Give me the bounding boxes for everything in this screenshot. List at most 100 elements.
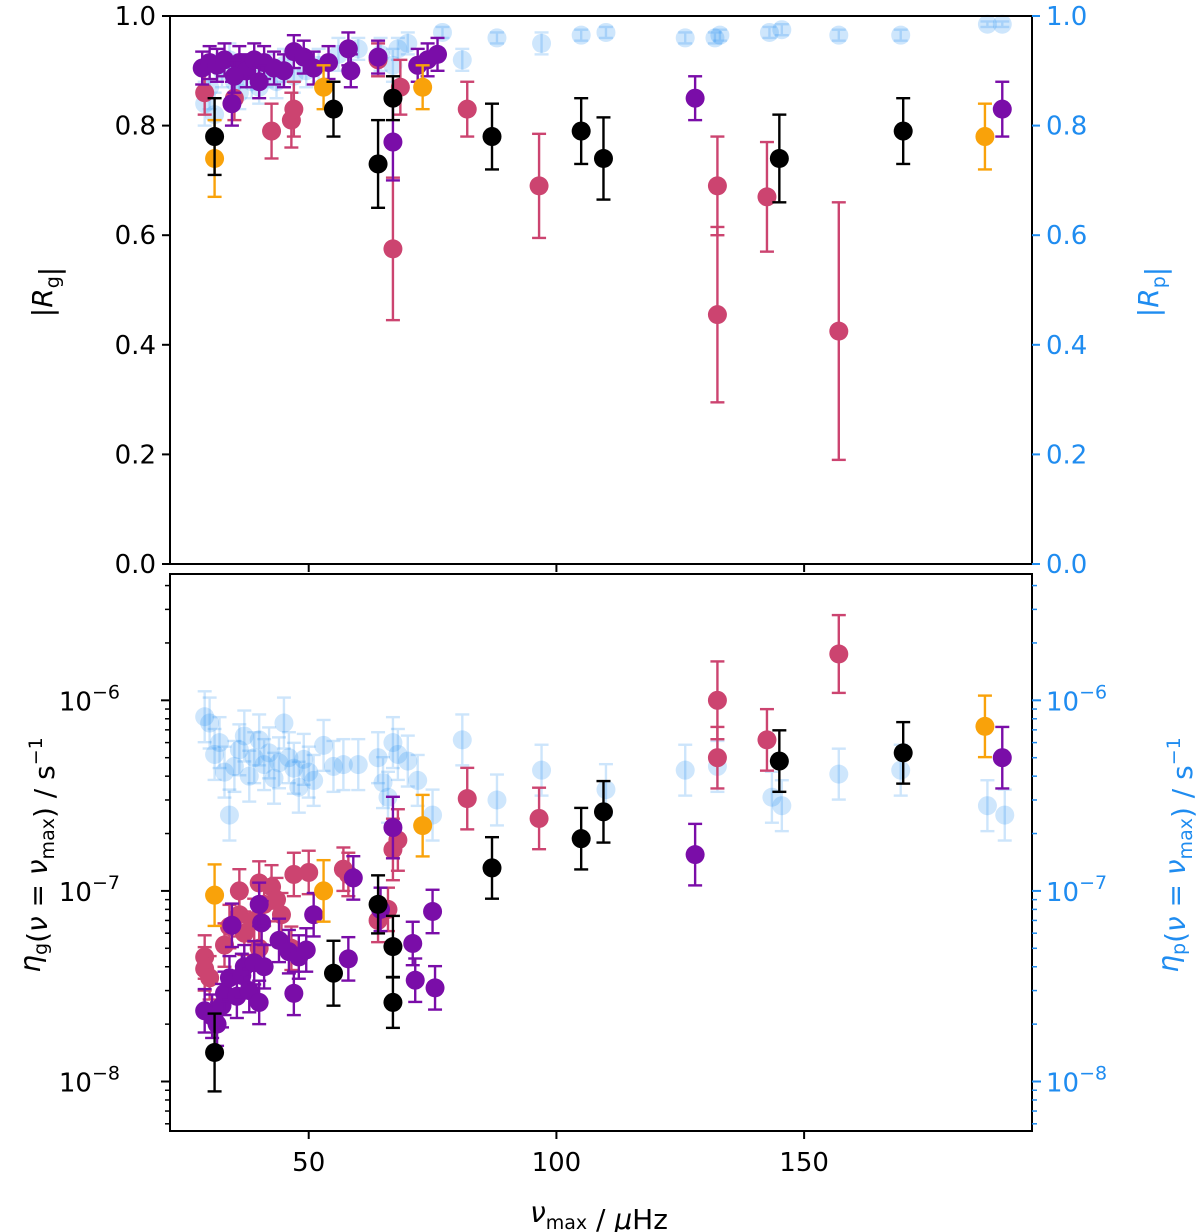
blue-data-point [596, 22, 616, 42]
purple-data-point [405, 970, 425, 990]
pink-data-point [529, 176, 549, 196]
blue-data-point [224, 756, 244, 776]
black-data-point [368, 154, 388, 174]
top-right-y-tick-label: 1.0 [1046, 2, 1087, 32]
blue-data-point [299, 762, 319, 782]
black-data-point [593, 802, 613, 822]
blue-errorbar [316, 718, 331, 773]
blue-data-point [205, 744, 225, 764]
blue-data-point [229, 740, 249, 760]
blue-errorbar [455, 47, 470, 73]
blue-errorbar [257, 737, 272, 792]
purple-data-point [249, 992, 269, 1012]
blue-data-point [532, 33, 552, 53]
blue-data-point [274, 713, 294, 733]
purple-data-point [343, 868, 363, 888]
top-left-y-tick-label: 0.8 [115, 112, 156, 142]
blue-data-point [992, 14, 1012, 34]
pink-data-point [200, 968, 220, 988]
blue-data-point [452, 50, 472, 70]
black-data-point [383, 992, 403, 1012]
blue-data-point [487, 28, 507, 48]
blue-data-point [219, 805, 239, 825]
blue-data-point [254, 755, 274, 775]
purple-data-point [341, 61, 361, 81]
blue-errorbar [207, 727, 222, 782]
blue-errorbar [707, 31, 722, 45]
blue-errorbar [351, 737, 366, 792]
black-data-point [383, 937, 403, 957]
blue-data-point [596, 780, 616, 800]
blue-data-point [977, 796, 997, 816]
blue-data-point [891, 760, 911, 780]
blue-data-point [398, 751, 418, 771]
blue-errorbar [774, 779, 789, 833]
plot-frame [169, 15, 1033, 565]
black-data-point [893, 121, 913, 141]
blue-data-point [829, 764, 849, 784]
blue-data-point [284, 758, 304, 778]
bottom-left-y-tick-label: 10−8 [59, 1063, 120, 1099]
blue-errorbar [678, 31, 693, 45]
bottom-right-y-tick-label: 10−7 [1046, 872, 1107, 908]
purple-data-point [423, 901, 443, 921]
blue-errorbar [222, 788, 237, 842]
blue-errorbar [390, 727, 405, 782]
blue-errorbar [980, 779, 995, 833]
blue-data-point [388, 744, 408, 764]
blue-errorbar [351, 36, 366, 62]
blue-data-point [279, 748, 299, 768]
purple-data-point [224, 66, 244, 86]
x-tick-label: 50 [292, 1148, 325, 1178]
top-left-y-tick-label: 0.2 [115, 440, 156, 470]
purple-data-point [428, 44, 448, 64]
blue-errorbar [306, 753, 321, 808]
purple-data-point [383, 818, 403, 838]
blue-data-point [373, 773, 393, 793]
top-right-y-tick-label: 0.0 [1046, 550, 1087, 580]
pink-data-point [757, 187, 777, 207]
blue-data-point [294, 749, 314, 769]
blue-errorbar [534, 31, 549, 56]
pink-data-point [829, 321, 849, 341]
plot-frame [169, 573, 1033, 1132]
top-right-y-tick-label: 0.6 [1046, 221, 1087, 251]
top-left-y-tick-label: 0.4 [115, 331, 156, 361]
pink-data-point [707, 305, 727, 325]
blue-errorbar [242, 749, 257, 803]
black-data-point [383, 88, 403, 108]
blue-errorbar [286, 741, 301, 795]
blue-errorbar [400, 31, 415, 56]
pink-data-point [299, 862, 319, 882]
blue-errorbar [227, 739, 242, 794]
pink-data-point [229, 881, 249, 901]
blue-errorbar [232, 723, 247, 777]
blue-errorbar [574, 28, 589, 42]
blue-data-point [314, 735, 334, 755]
blue-errorbar [400, 734, 415, 788]
x-tick-label: 100 [532, 1148, 582, 1178]
blue-errorbar [980, 20, 995, 29]
orange-data-point [314, 881, 334, 901]
blue-errorbar [831, 28, 846, 42]
purple-data-point [249, 894, 269, 914]
top-right-y-axis-label: |Rp| [1132, 267, 1172, 317]
bottom-left-y-axis-label: ηg(ν = νmax) / s−1 [14, 737, 61, 972]
bottom-panel: 50 100 150 10−8 10−8 10−7 10−7 10−6 10−6 [59, 573, 1107, 1178]
blue-data-point [289, 777, 309, 797]
blue-data-point [249, 730, 269, 750]
orange-data-point [413, 816, 433, 836]
purple-data-point [338, 949, 358, 969]
blue-data-point [675, 28, 695, 48]
blue-errorbar [371, 731, 386, 785]
black-data-point [769, 148, 789, 168]
blue-errorbar [301, 745, 316, 799]
blue-errorbar [774, 23, 789, 37]
orange-data-point [205, 885, 225, 905]
purple-data-point [222, 915, 242, 935]
blue-data-point [705, 28, 725, 48]
blue-errorbar [252, 713, 267, 767]
blue-errorbar [762, 25, 777, 40]
blue-errorbar [271, 736, 286, 790]
